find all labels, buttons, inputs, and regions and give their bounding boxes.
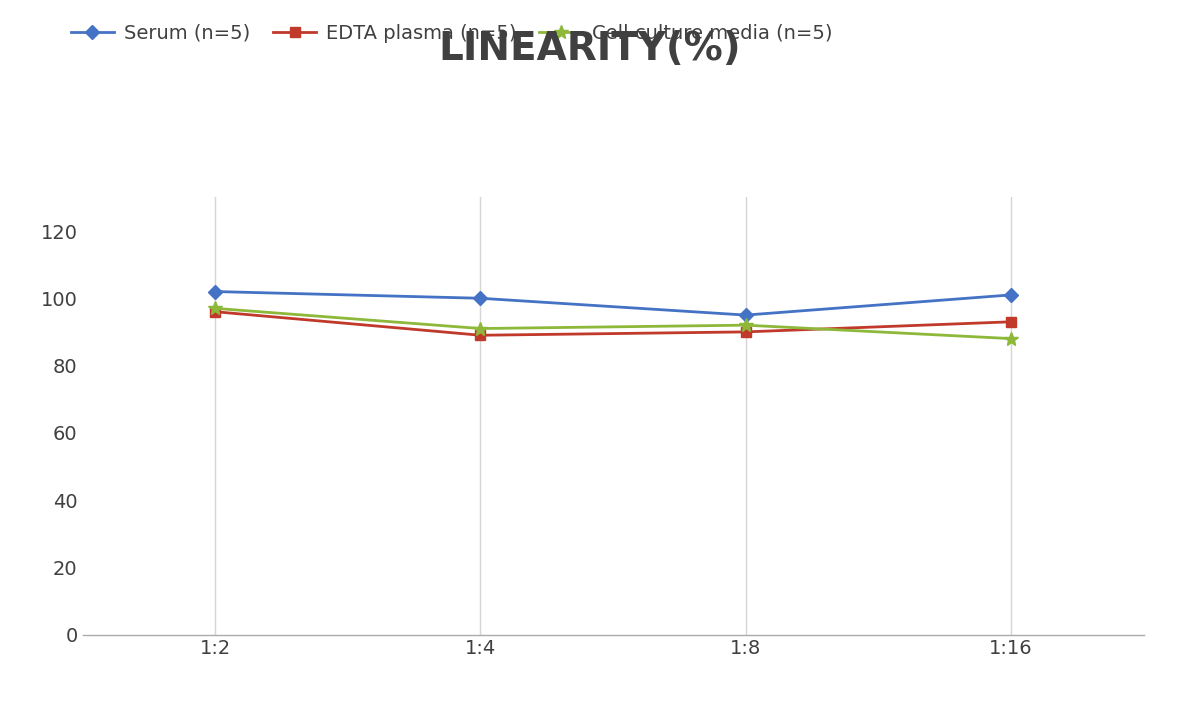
Cell culture media (n=5) <box>1003 334 1017 343</box>
Line: EDTA plasma (n=5): EDTA plasma (n=5) <box>210 307 1016 340</box>
EDTA plasma (n=5) <box>1003 317 1017 326</box>
EDTA plasma (n=5) <box>208 307 222 316</box>
Line: Serum (n=5): Serum (n=5) <box>210 287 1016 320</box>
EDTA plasma (n=5) <box>473 331 488 340</box>
Cell culture media (n=5) <box>208 304 222 312</box>
Serum (n=5) <box>208 288 222 296</box>
Serum (n=5) <box>738 311 752 319</box>
EDTA plasma (n=5) <box>738 328 752 336</box>
Serum (n=5) <box>1003 290 1017 299</box>
Line: Cell culture media (n=5): Cell culture media (n=5) <box>209 302 1017 345</box>
Cell culture media (n=5) <box>473 324 488 333</box>
Serum (n=5) <box>473 294 488 302</box>
Text: LINEARITY(%): LINEARITY(%) <box>439 30 740 68</box>
Legend: Serum (n=5), EDTA plasma (n=5), Cell culture media (n=5): Serum (n=5), EDTA plasma (n=5), Cell cul… <box>71 23 832 42</box>
Cell culture media (n=5) <box>738 321 752 329</box>
